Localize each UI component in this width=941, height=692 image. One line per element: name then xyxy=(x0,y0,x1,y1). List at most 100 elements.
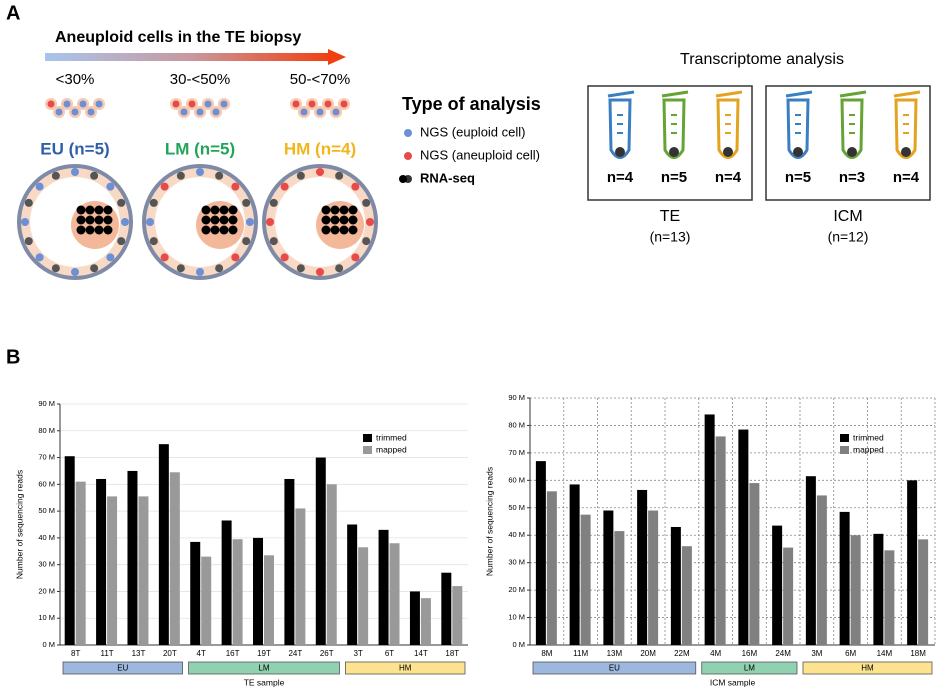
legend-label: trimmed xyxy=(853,432,884,442)
te-cell xyxy=(21,218,29,226)
icm-cell xyxy=(85,225,95,235)
te-cell xyxy=(90,171,99,180)
bar xyxy=(603,510,614,645)
bar xyxy=(420,598,431,645)
bar xyxy=(873,533,884,645)
gradient-bar xyxy=(45,53,330,61)
bar xyxy=(441,572,452,645)
bar xyxy=(190,541,201,645)
cell xyxy=(63,100,71,108)
group-box xyxy=(532,661,697,675)
tube xyxy=(840,98,864,159)
legend-label: RNA-seq xyxy=(420,170,475,185)
box-name: ICM xyxy=(833,208,862,225)
te-cell xyxy=(71,168,79,176)
te-cell xyxy=(362,237,371,246)
legend-swatch xyxy=(363,434,372,442)
bar xyxy=(201,556,212,645)
range-label: 30-<50% xyxy=(170,71,230,88)
y-tick-label: 90 M xyxy=(508,393,525,402)
te-cell xyxy=(35,182,44,191)
group-box xyxy=(701,661,798,675)
icm-cell xyxy=(348,205,358,215)
x-axis-label: ICM sample xyxy=(710,677,756,687)
tube xyxy=(662,98,686,159)
te-cell xyxy=(24,237,33,246)
x-tick-label: 13M xyxy=(607,649,623,658)
cell xyxy=(95,100,103,108)
te-cell xyxy=(176,264,185,273)
y-tick-label: 70 M xyxy=(38,453,55,462)
y-tick-label: 50 M xyxy=(508,503,525,512)
legend-label: mapped xyxy=(376,444,407,454)
y-tick-label: 10 M xyxy=(508,613,525,622)
box xyxy=(765,85,931,201)
tube xyxy=(608,98,632,159)
icm-cell xyxy=(76,225,86,235)
cell xyxy=(47,100,55,108)
icm-cell xyxy=(103,225,113,235)
x-tick-label: 13T xyxy=(132,649,146,658)
legend-label: mapped xyxy=(853,444,884,454)
tube-cells xyxy=(723,147,733,157)
cell xyxy=(212,108,220,116)
y-tick-label: 20 M xyxy=(38,586,55,595)
te-cell xyxy=(351,253,360,262)
icm-cell xyxy=(201,225,211,235)
group-name: EU (n=5) xyxy=(40,139,109,158)
group-label: HM xyxy=(399,664,412,673)
icm-cell xyxy=(219,215,229,225)
y-tick-label: 60 M xyxy=(508,475,525,484)
tube-cells xyxy=(847,147,857,157)
te-cell xyxy=(51,171,60,180)
te-cell xyxy=(196,168,204,176)
x-tick-label: 26T xyxy=(320,649,334,658)
x-tick-label: 16T xyxy=(226,649,240,658)
bar xyxy=(907,480,918,645)
te-cell xyxy=(316,268,324,276)
bar xyxy=(221,520,232,645)
te-cell xyxy=(351,182,360,191)
y-tick-label: 20 M xyxy=(508,585,525,594)
y-tick-label: 80 M xyxy=(38,426,55,435)
box xyxy=(587,85,753,201)
group-label: EU xyxy=(117,664,128,673)
bar xyxy=(232,539,243,645)
bar xyxy=(358,547,369,645)
x-tick-label: 19T xyxy=(257,649,271,658)
legend-swatch xyxy=(840,446,849,454)
tube-cap xyxy=(715,90,743,98)
te-cell xyxy=(242,198,251,207)
x-tick-label: 24T xyxy=(288,649,302,658)
bar xyxy=(918,539,929,645)
bar xyxy=(839,511,850,645)
bar xyxy=(884,550,895,645)
x-tick-label: 18M xyxy=(910,649,926,658)
tube xyxy=(716,98,740,159)
cell xyxy=(300,108,308,116)
bar xyxy=(614,531,625,645)
bar xyxy=(535,461,546,645)
icm-cell xyxy=(76,215,86,225)
te-cell xyxy=(90,264,99,273)
bar xyxy=(670,526,681,645)
legend-dot xyxy=(404,129,412,137)
te-cell xyxy=(335,171,344,180)
bar xyxy=(64,456,75,645)
icm-cell xyxy=(348,225,358,235)
bar xyxy=(546,491,557,645)
bar xyxy=(637,489,648,645)
te-cell xyxy=(146,218,154,226)
te-cell xyxy=(246,218,254,226)
x-tick-label: 6T xyxy=(385,649,394,658)
x-tick-label: 14M xyxy=(877,649,893,658)
te-cell xyxy=(362,198,371,207)
group-label: LM xyxy=(744,664,755,673)
bar xyxy=(326,484,337,645)
te-cell xyxy=(335,264,344,273)
bar xyxy=(96,478,107,645)
te-cell xyxy=(117,198,126,207)
group-label: LM xyxy=(258,664,269,673)
